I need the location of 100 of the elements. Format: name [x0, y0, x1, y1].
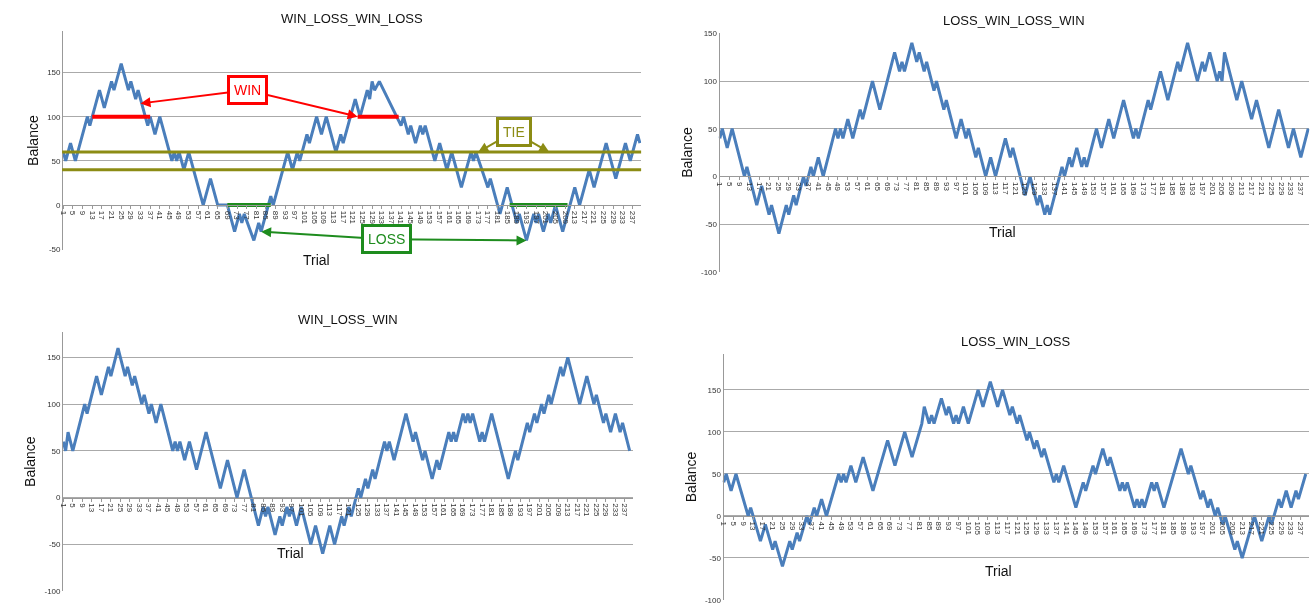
y-axis-title: Balance: [678, 127, 695, 178]
x-tick-label: 181: [1159, 521, 1169, 536]
x-tick-label: 97: [290, 210, 300, 221]
x-axis-title: Trial: [277, 545, 304, 561]
x-tick-label: 157: [1100, 521, 1110, 536]
x-tick-label: 29: [787, 521, 797, 532]
x-tick-label: 117: [1002, 521, 1012, 535]
x-tick-label: 233: [1286, 521, 1296, 536]
x-tick-label: 233: [610, 503, 620, 518]
x-tick-label: 53: [846, 521, 856, 532]
chart-title: LOSS_WIN_LOSS_WIN: [943, 13, 1085, 28]
x-tick-label: 41: [813, 181, 823, 192]
x-tick-label: 133: [1040, 181, 1050, 196]
x-tick-label: 37: [145, 210, 155, 221]
x-tick-label: 185: [496, 503, 506, 518]
x-tick-label: 221: [1257, 521, 1267, 536]
line-series: [718, 41, 1310, 236]
x-tick-label: 153: [1090, 521, 1100, 536]
x-tick-label: 53: [182, 503, 192, 513]
x-tick-label: 49: [172, 503, 182, 513]
x-tick-label: 189: [1178, 521, 1188, 536]
x-tick-label: 165: [1118, 181, 1128, 196]
x-tick-label: 165: [1120, 521, 1130, 536]
x-tick-label: 25: [116, 210, 126, 221]
x-tick-label: 45: [826, 521, 836, 532]
x-tick-label: 137: [382, 503, 392, 518]
x-tick-label: 61: [201, 503, 211, 513]
x-tick-label: 1: [715, 181, 725, 187]
x-tick-label: 17: [97, 210, 107, 221]
x-tick-label: 109: [315, 503, 325, 518]
x-tick-label: 205: [544, 503, 554, 518]
x-tick-label: 89: [934, 521, 944, 532]
x-tick-label: 173: [468, 503, 478, 518]
x-tick-label: 5: [725, 181, 735, 187]
x-tick-label: 169: [464, 210, 474, 225]
x-tick-label: 133: [372, 503, 382, 518]
x-tick-label: 117: [338, 210, 348, 225]
x-tick-label: 77: [239, 503, 249, 513]
x-tick-label: 145: [406, 210, 416, 225]
x-tick-label: 169: [1129, 521, 1139, 536]
x-tick-label: 109: [981, 181, 991, 196]
x-tick-label: 97: [951, 181, 961, 192]
y-tick-label: 0: [56, 200, 62, 210]
annotation: TIE: [503, 124, 525, 140]
x-tick-label: 57: [853, 181, 863, 192]
x-tick-label: 209: [1227, 521, 1237, 536]
x-tick-label: 217: [1247, 521, 1257, 536]
y-tick-label: -100: [704, 595, 722, 605]
x-tick-label: 229: [1276, 521, 1286, 536]
x-tick-label: 77: [242, 210, 252, 221]
y-tick-label: 150: [47, 68, 62, 78]
x-tick-label: 29: [125, 503, 135, 513]
x-tick-label: 113: [325, 503, 335, 517]
x-tick-label: 9: [78, 210, 87, 216]
x-tick-label: 77: [902, 181, 912, 192]
x-tick-label: 117: [1000, 181, 1010, 196]
x-tick-label: 237: [1296, 181, 1306, 196]
x-tick-label: 161: [444, 210, 454, 225]
x-tick-label: 185: [1169, 521, 1179, 536]
x-tick-label: 157: [435, 210, 445, 225]
y-tick-label: 0: [712, 172, 718, 182]
y-axis-title: Balance: [22, 436, 39, 487]
chart-title: WIN_LOSS_WIN: [298, 312, 398, 327]
y-tick-label: 50: [708, 124, 718, 134]
x-tick-label: 141: [1061, 521, 1071, 536]
x-tick-label: 53: [843, 181, 853, 192]
x-tick-label: 105: [306, 503, 316, 518]
x-tick-label: 133: [377, 210, 387, 225]
annotation: LOSS: [368, 231, 406, 247]
x-tick-label: 85: [258, 503, 268, 513]
x-tick-label: 201: [1208, 521, 1218, 536]
x-tick-label: 237: [620, 503, 630, 518]
x-tick-label: 101: [299, 210, 309, 225]
x-tick-label: 193: [521, 210, 531, 225]
x-tick-label: 41: [153, 503, 163, 513]
x-tick-label: 69: [222, 210, 232, 221]
x-tick-label: 173: [1139, 521, 1149, 536]
x-tick-label: 209: [553, 503, 563, 518]
x-tick-label: 21: [106, 503, 116, 513]
y-axis-title: Balance: [682, 451, 699, 503]
x-tick-label: 65: [872, 181, 882, 192]
x-tick-label: 97: [287, 503, 297, 513]
x-tick-label: 17: [96, 503, 106, 513]
x-tick-label: 49: [836, 521, 846, 532]
x-tick-label: 109: [319, 210, 329, 225]
x-tick-label: 105: [309, 210, 319, 225]
x-tick-label: 197: [1197, 181, 1207, 196]
x-tick-label: 33: [135, 210, 145, 221]
x-tick-label: 97: [953, 521, 963, 532]
x-tick-label: 73: [895, 521, 905, 532]
chart-title: WIN_LOSS_WIN_LOSS: [281, 11, 423, 26]
x-tick-label: 81: [912, 181, 922, 192]
x-tick-label: 205: [1217, 181, 1227, 196]
x-tick-label: 201: [541, 210, 551, 225]
x-tick-label: 109: [983, 521, 993, 536]
x-tick-label: 17: [754, 181, 764, 192]
x-axis-title: Trial: [303, 252, 330, 268]
x-tick-label: 85: [924, 521, 934, 532]
x-tick-label: 121: [1012, 521, 1022, 536]
x-tick-label: 105: [973, 521, 983, 536]
